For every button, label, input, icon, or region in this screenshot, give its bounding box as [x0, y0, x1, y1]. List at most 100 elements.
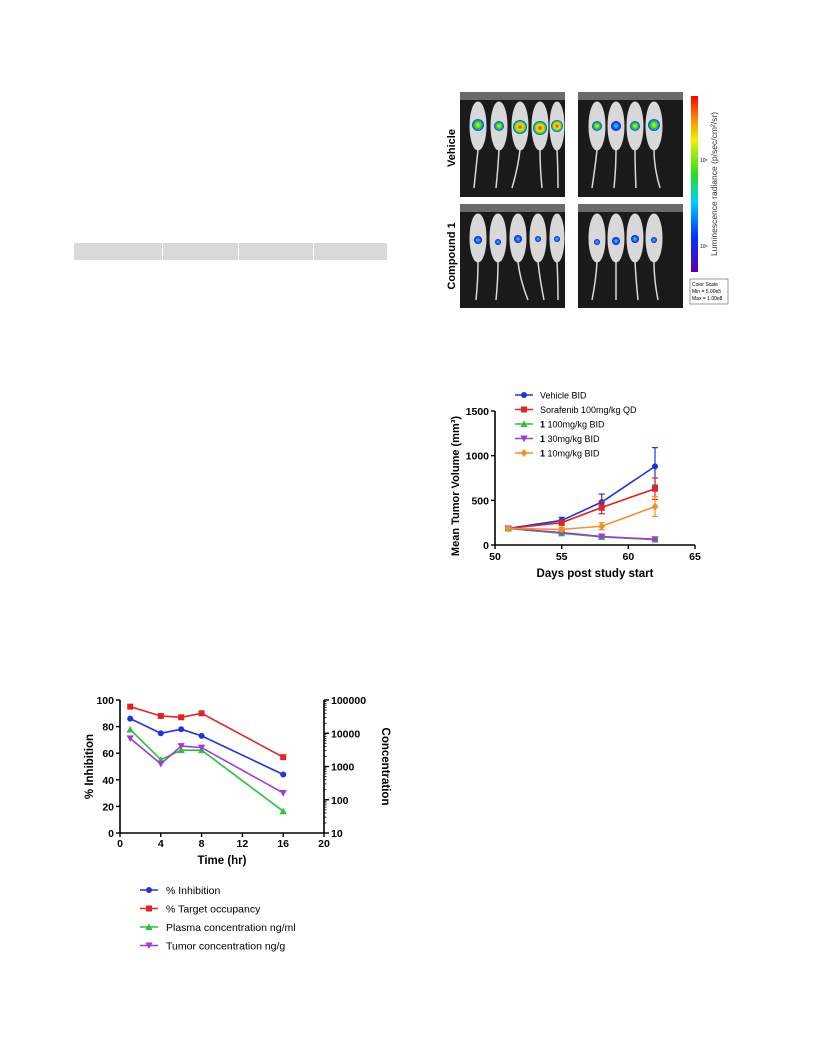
y2-tick-label: 100000	[331, 695, 366, 707]
y-tick-label: 1000	[466, 451, 490, 463]
data-point	[598, 522, 606, 531]
data-point	[127, 715, 134, 722]
y-tick-label: 100	[96, 695, 114, 707]
data-point	[198, 744, 206, 752]
series-line	[508, 505, 656, 531]
x-tick-label: 4	[158, 838, 164, 850]
table-header-cell	[239, 243, 314, 260]
color-scale-min: Min = 5.00e5	[692, 289, 721, 295]
data-point	[280, 754, 287, 761]
row-label-vehicle: Vehicle	[446, 129, 458, 167]
colorbar-label: Luminescence radiance (p/sec/cm²/sr)	[709, 112, 719, 256]
data-point	[178, 726, 185, 733]
colorbar-tick-1e5: 10⁵	[700, 244, 708, 250]
x-tick-label: 12	[237, 838, 249, 850]
y2-tick-label: 1000	[331, 762, 355, 774]
data-point	[127, 703, 134, 710]
data-point	[558, 525, 566, 534]
data-point	[126, 735, 134, 743]
legend-marker	[520, 420, 528, 427]
series-line	[508, 465, 656, 530]
pk-pd-chart: 0 4 8 12 16 20 0 20 40 60 80 100 10 100 1000 10000 10000…	[78, 690, 398, 960]
legend-label: % Target occupancy	[166, 904, 261, 916]
y-tick-label: 0	[108, 828, 114, 840]
y-tick-label: 60	[102, 748, 114, 760]
x-tick-label: 0	[117, 838, 123, 850]
data-point	[198, 732, 205, 739]
x-axis-label: Days post study start	[537, 568, 654, 580]
data-point	[279, 807, 287, 815]
series-line	[508, 487, 656, 530]
series-line	[129, 728, 284, 812]
color-scale-title: Color Scale	[692, 282, 718, 288]
table-header-row	[74, 243, 387, 260]
data-point	[177, 746, 185, 754]
x-tick-label: 60	[622, 551, 634, 563]
data-point	[279, 789, 287, 797]
x-tick-label: 20	[318, 838, 330, 850]
series-line	[508, 527, 656, 540]
y2-tick-label: 10	[331, 828, 343, 840]
data-point	[598, 533, 606, 541]
legend-label: Tumor concentration ng/g	[166, 941, 285, 953]
data-point	[558, 519, 565, 526]
data-point	[651, 536, 659, 543]
color-scale-max: Max = 1.00e8	[692, 296, 723, 302]
mice-compound-right	[588, 213, 663, 301]
y-tick-label: 500	[471, 495, 489, 507]
y2-tick-label: 100	[331, 795, 349, 807]
x-tick-label: 8	[199, 838, 205, 850]
legend-marker	[146, 905, 152, 912]
colorbar-tick-1e6: 10⁶	[700, 158, 708, 164]
data-point	[198, 710, 205, 717]
y-tick-label: 20	[102, 801, 114, 813]
legend-marker	[145, 923, 153, 930]
y-axis-label: % Inhibition	[84, 734, 96, 799]
data-point	[157, 760, 165, 768]
data-point	[652, 485, 658, 492]
series-line	[129, 737, 284, 794]
color-scale-box: Color Scale Min = 5.00e5 Max = 1.00e8	[689, 278, 729, 305]
y2-axis-label: Concentration	[379, 728, 391, 806]
legend-marker	[521, 392, 527, 398]
data-point	[157, 712, 164, 719]
legend-label: Sorafenib 100mg/kg QD	[540, 405, 637, 415]
legend-marker	[520, 435, 528, 443]
y-axis-label: Mean Tumor Volume (mm³)	[450, 416, 462, 556]
data-point	[126, 725, 134, 733]
data-point	[280, 771, 287, 778]
data-point	[651, 502, 659, 511]
legend-label: Plasma concentration ng/ml	[166, 922, 296, 934]
series-line	[129, 717, 284, 776]
y-tick-label: 80	[102, 722, 114, 734]
table-header-cell	[163, 243, 239, 260]
y-tick-label: 1500	[466, 406, 490, 418]
legend-label: 1 30mg/kg BID	[540, 434, 600, 444]
legend-marker	[145, 942, 153, 950]
x-tick-label: 16	[277, 838, 289, 850]
x-axis-label: Time (hr)	[198, 855, 247, 867]
data-point	[598, 504, 605, 511]
legend-marker	[520, 449, 528, 457]
table-header-cell	[314, 243, 387, 260]
legend-label: 1 100mg/kg BID	[540, 420, 605, 430]
row-label-compound: Compound 1	[446, 222, 458, 289]
legend-label: % Inhibition	[166, 885, 220, 897]
tumor-volume-chart: 50 55 60 65 0 500 1000 1500 Days post study star…	[445, 385, 715, 585]
legend-label: 1 10mg/kg BID	[540, 449, 600, 459]
data-point	[178, 714, 185, 721]
colorbar	[691, 96, 698, 272]
x-tick-label: 65	[689, 551, 701, 563]
x-tick-label: 55	[556, 551, 568, 563]
bioluminescence-figure: Vehicle Compound 1	[440, 88, 730, 313]
data-point	[177, 743, 185, 750]
legend-marker	[146, 887, 152, 893]
data-point	[157, 730, 164, 737]
legend-label: Vehicle BID	[540, 391, 587, 401]
y-tick-label: 40	[102, 775, 114, 787]
y2-tick-label: 10000	[331, 728, 360, 740]
y-tick-label: 0	[483, 540, 489, 552]
x-tick-label: 50	[489, 551, 501, 563]
legend-marker	[521, 406, 527, 413]
table-header-cell	[74, 243, 163, 260]
